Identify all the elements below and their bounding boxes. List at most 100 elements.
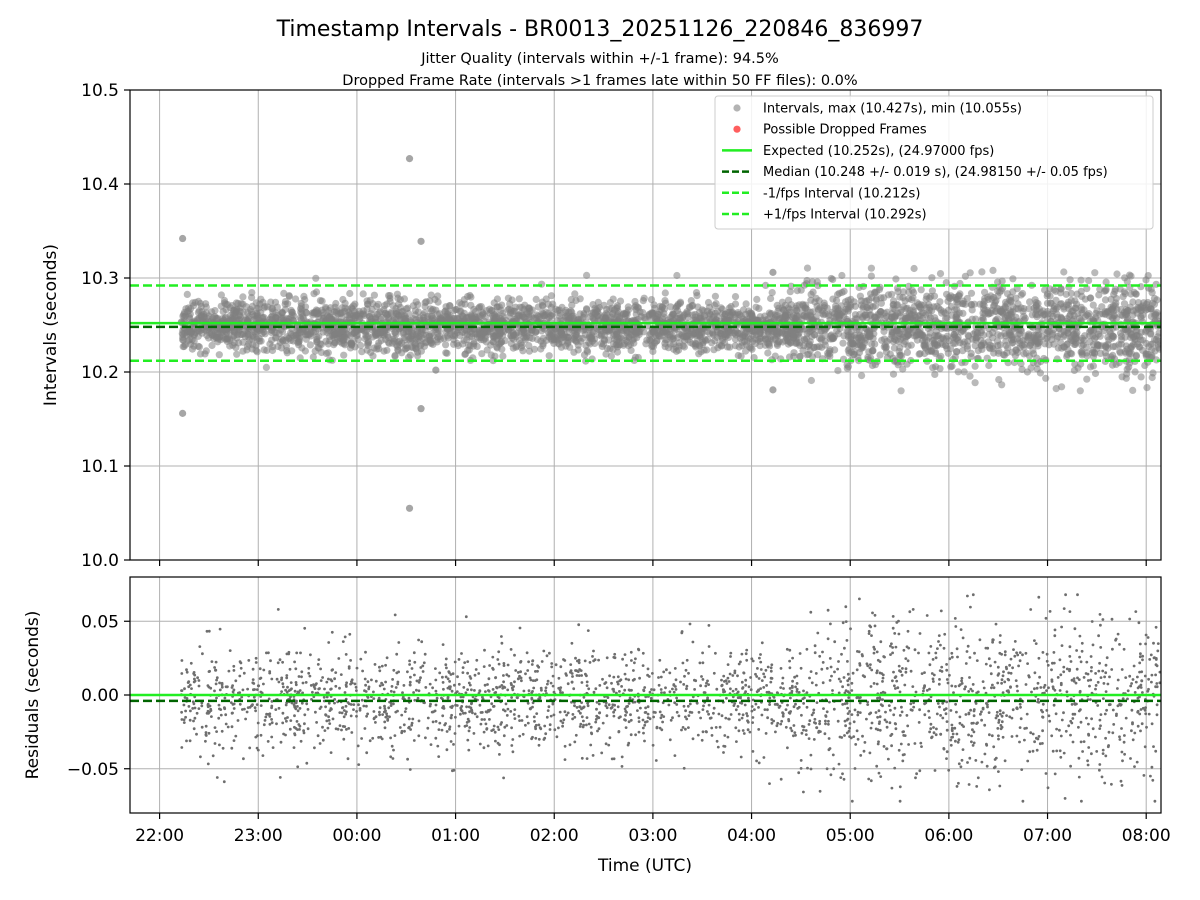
- interval-point: [1137, 303, 1145, 311]
- interval-point: [489, 357, 497, 365]
- residual-point: [524, 672, 527, 676]
- interval-point: [547, 332, 555, 340]
- interval-point: [979, 314, 987, 322]
- residual-point: [441, 643, 445, 646]
- interval-point: [380, 347, 388, 355]
- interval-point: [673, 271, 681, 280]
- interval-point: [1083, 375, 1091, 383]
- interval-point: [1131, 368, 1139, 376]
- residual-point: [870, 668, 874, 672]
- residual-point: [594, 687, 598, 691]
- residual-point: [1043, 683, 1047, 687]
- residual-point: [769, 680, 773, 684]
- interval-point: [979, 305, 988, 313]
- interval-point: [742, 347, 750, 355]
- interval-point: [602, 350, 610, 358]
- interval-outlier-point: [417, 405, 425, 413]
- residual-point: [517, 714, 521, 718]
- residual-point: [999, 727, 1003, 731]
- interval-point: [927, 292, 935, 301]
- interval-point: [1129, 386, 1137, 394]
- residual-point: [411, 717, 415, 721]
- residual-point: [928, 687, 931, 691]
- residual-point: [813, 644, 817, 648]
- interval-point: [771, 313, 780, 321]
- interval-point: [350, 307, 359, 315]
- residual-point: [454, 715, 457, 719]
- residual-point: [920, 745, 923, 748]
- interval-point: [343, 330, 351, 338]
- interval-point: [253, 304, 261, 313]
- residual-point: [218, 681, 222, 685]
- interval-point: [827, 332, 835, 340]
- interval-point: [324, 349, 332, 357]
- interval-point: [950, 331, 959, 339]
- residual-point: [296, 765, 300, 769]
- interval-point: [856, 341, 864, 349]
- interval-point: [968, 306, 976, 314]
- residual-point: [675, 696, 678, 700]
- interval-point: [936, 270, 945, 278]
- interval-point: [877, 299, 886, 307]
- interval-point: [332, 299, 340, 308]
- interval-point: [1073, 290, 1081, 298]
- residual-point: [1121, 697, 1125, 700]
- residual-point: [887, 757, 890, 761]
- interval-point: [805, 341, 813, 349]
- interval-point: [818, 334, 826, 342]
- residual-point: [668, 671, 672, 675]
- residual-point: [896, 686, 900, 690]
- interval-point: [793, 339, 801, 347]
- interval-point: [533, 335, 541, 344]
- residual-point: [1001, 674, 1005, 678]
- interval-point: [882, 348, 891, 356]
- interval-point: [511, 303, 520, 311]
- residual-point: [905, 714, 909, 717]
- interval-point: [634, 353, 642, 362]
- interval-point: [1008, 348, 1017, 356]
- residual-point: [1158, 681, 1161, 685]
- interval-point: [808, 315, 816, 323]
- legend-label: -1/fps Interval (10.212s): [763, 186, 920, 201]
- residual-point: [765, 684, 768, 687]
- interval-point: [336, 334, 345, 342]
- residual-point: [946, 681, 950, 685]
- residual-point: [198, 645, 202, 648]
- residual-point: [580, 715, 584, 719]
- residual-point: [760, 641, 764, 645]
- residual-point: [1111, 647, 1114, 651]
- residual-point: [918, 632, 922, 635]
- interval-point: [246, 306, 254, 314]
- interval-point: [285, 292, 293, 301]
- interval-point: [281, 300, 289, 308]
- residual-point: [558, 688, 562, 692]
- residual-point: [492, 724, 496, 728]
- intervals-x-ticks: [158, 560, 1147, 566]
- interval-point: [1022, 349, 1030, 357]
- residual-point: [372, 690, 375, 694]
- residual-point: [825, 710, 829, 714]
- residual-point: [637, 720, 641, 723]
- legend-item: +1/fps Interval (10.292s): [722, 208, 927, 223]
- interval-point: [354, 335, 362, 343]
- interval-point: [1154, 344, 1161, 352]
- residual-point: [875, 650, 879, 654]
- residual-point: [293, 660, 296, 664]
- interval-point: [1110, 307, 1118, 315]
- residual-point: [183, 696, 187, 699]
- residual-point: [196, 676, 200, 680]
- residual-point: [1153, 799, 1157, 803]
- interval-point: [726, 316, 734, 324]
- interval-point: [607, 352, 616, 360]
- interval-point: [967, 289, 976, 297]
- interval-point: [1132, 290, 1140, 298]
- interval-point: [943, 290, 951, 298]
- interval-point: [391, 351, 399, 360]
- interval-point: [967, 353, 975, 361]
- residual-point: [1003, 680, 1007, 684]
- residual-point: [223, 696, 227, 700]
- residual-point: [438, 721, 442, 725]
- residual-point: [1110, 782, 1113, 786]
- interval-point: [1023, 368, 1031, 376]
- residual-point: [286, 716, 289, 719]
